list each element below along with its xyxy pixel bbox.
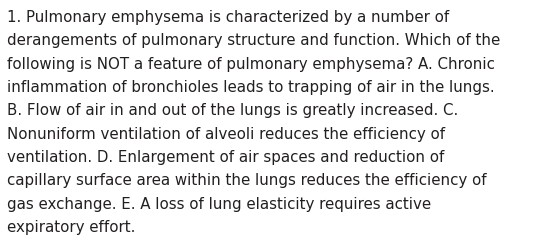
Text: ventilation. D. Enlargement of air spaces and reduction of: ventilation. D. Enlargement of air space… [7,150,445,164]
Text: 1. Pulmonary emphysema is characterized by a number of: 1. Pulmonary emphysema is characterized … [7,10,450,25]
Text: inflammation of bronchioles leads to trapping of air in the lungs.: inflammation of bronchioles leads to tra… [7,80,495,95]
Text: gas exchange. E. A loss of lung elasticity requires active: gas exchange. E. A loss of lung elastici… [7,196,431,211]
Text: derangements of pulmonary structure and function. Which of the: derangements of pulmonary structure and … [7,33,501,48]
Text: capillary surface area within the lungs reduces the efficiency of: capillary surface area within the lungs … [7,173,487,188]
Text: B. Flow of air in and out of the lungs is greatly increased. C.: B. Flow of air in and out of the lungs i… [7,103,459,118]
Text: Nonuniform ventilation of alveoli reduces the efficiency of: Nonuniform ventilation of alveoli reduce… [7,126,445,141]
Text: following is NOT a feature of pulmonary emphysema? A. Chronic: following is NOT a feature of pulmonary … [7,56,495,72]
Text: expiratory effort.: expiratory effort. [7,219,136,234]
